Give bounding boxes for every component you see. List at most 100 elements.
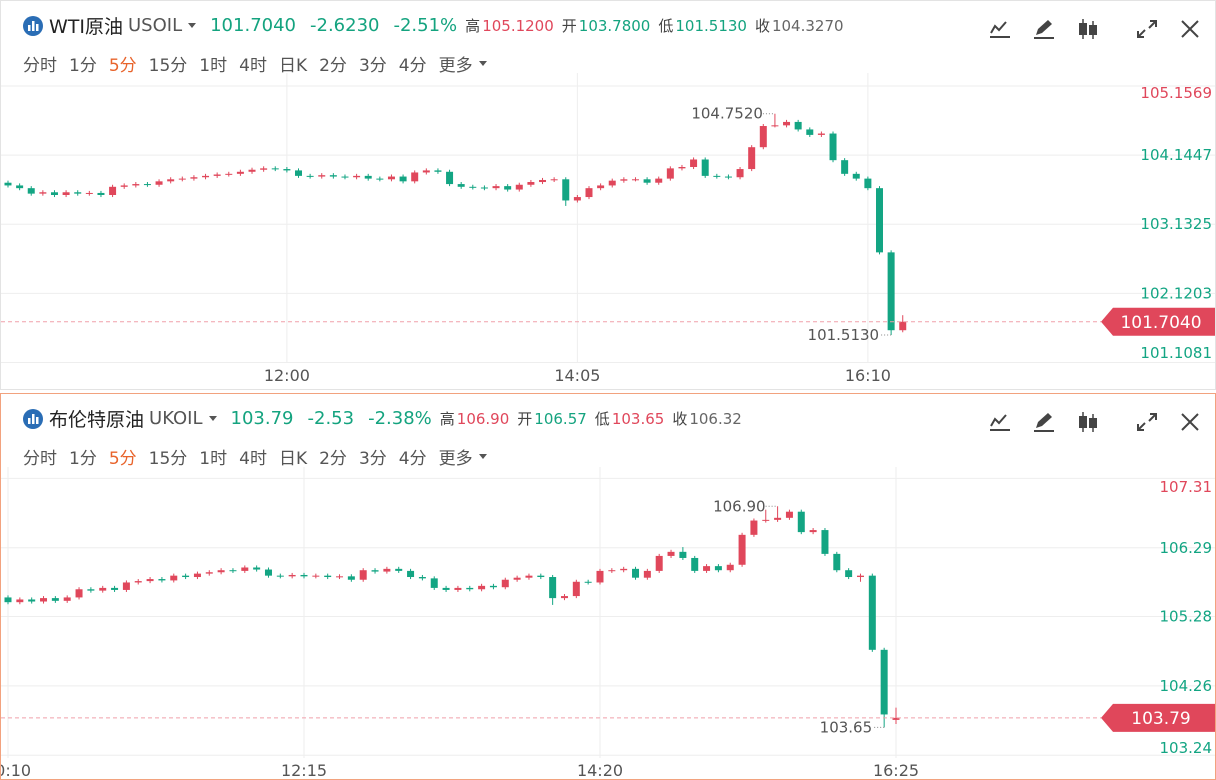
- candle-body: [690, 159, 698, 167]
- tool-button[interactable]: [1028, 14, 1060, 44]
- y-tick-label: 106.29: [1160, 539, 1213, 557]
- candle-body: [236, 171, 244, 174]
- candle-body: [271, 168, 279, 170]
- candle-body: [864, 178, 872, 189]
- candle-body: [109, 186, 117, 195]
- candle-body: [899, 321, 907, 331]
- tool-button[interactable]: [984, 407, 1016, 437]
- period-tab[interactable]: 3分: [358, 449, 387, 469]
- dropdown-caret[interactable]: [188, 23, 197, 28]
- candle-body: [347, 576, 355, 580]
- period-bar: 分时 1分 5分 15分 1时 4时 日K 2分 3分 4分 更多: [23, 51, 487, 76]
- dropdown-caret[interactable]: [478, 61, 487, 66]
- period-tab[interactable]: 日K: [278, 449, 308, 469]
- dropdown-caret[interactable]: [208, 416, 217, 421]
- period-tab[interactable]: 1时: [199, 56, 228, 76]
- period-tab[interactable]: 15分: [148, 56, 188, 76]
- period-tab[interactable]: 分时: [23, 449, 57, 469]
- period-tab[interactable]: 1分: [69, 449, 97, 469]
- candle-body: [74, 192, 82, 194]
- period-tab[interactable]: 4时: [239, 56, 267, 76]
- candle-body: [359, 570, 367, 580]
- period-tab[interactable]: 15分: [148, 449, 188, 469]
- candle-body: [146, 579, 154, 582]
- candle-body: [525, 575, 533, 578]
- period-tab[interactable]: 5分: [108, 449, 137, 469]
- stat-label: 开: [561, 17, 577, 35]
- stat-value: 106.32: [689, 409, 742, 428]
- period-tab[interactable]: 5分: [108, 56, 137, 76]
- candle-body: [75, 589, 83, 598]
- candle-body: [783, 121, 791, 126]
- stat-label: 低: [658, 17, 674, 35]
- last-price: 103.79: [230, 408, 294, 429]
- candle-body: [466, 587, 474, 590]
- symbol-code[interactable]: UKOIL: [149, 408, 203, 429]
- candle-body: [797, 511, 805, 533]
- candle-body: [28, 599, 36, 602]
- candle-body: [887, 252, 895, 331]
- candle-body: [155, 181, 163, 185]
- candle-body: [876, 188, 883, 253]
- candle-body: [785, 511, 793, 518]
- candle-body: [736, 169, 744, 178]
- period-bar: 分时 1分 5分 15分 1时 4时 日K 2分 3分 4分 更多: [23, 444, 487, 469]
- candle-body: [371, 570, 379, 572]
- low-annotation: 103.65: [820, 718, 873, 736]
- candle-body: [190, 177, 198, 179]
- candle-body: [480, 187, 488, 189]
- y-tick-label: 102.1203: [1140, 284, 1212, 302]
- period-tab[interactable]: 分时: [23, 56, 57, 76]
- stat-value: 106.90: [456, 409, 510, 428]
- period-tab[interactable]: 1时: [199, 449, 228, 469]
- tool-button[interactable]: [1174, 14, 1206, 44]
- period-tab[interactable]: 日K: [278, 56, 308, 76]
- tool-button[interactable]: [1131, 14, 1163, 44]
- candle-body: [288, 574, 296, 577]
- candle-body: [771, 125, 779, 127]
- candle-body: [27, 188, 35, 194]
- tool-button[interactable]: [984, 14, 1016, 44]
- period-tab[interactable]: 2分: [319, 449, 347, 469]
- y-tick-label: 104.26: [1160, 677, 1213, 695]
- candle-body: [643, 570, 651, 578]
- candle-body: [213, 174, 221, 176]
- candle-body: [560, 596, 568, 599]
- candle-body: [364, 175, 372, 179]
- candle-body: [422, 170, 430, 173]
- stat-label: 低: [594, 410, 610, 428]
- candle-body: [99, 587, 107, 591]
- tool-button[interactable]: [1072, 407, 1104, 437]
- price-tag-label: 103.79: [1131, 709, 1190, 729]
- period-tab[interactable]: 1分: [69, 56, 97, 76]
- candle-body: [300, 574, 308, 577]
- period-tab[interactable]: 4分: [398, 449, 427, 469]
- candle-body: [608, 180, 616, 186]
- period-tab[interactable]: 2分: [319, 56, 347, 76]
- symbol-code[interactable]: USOIL: [128, 15, 183, 36]
- period-tab[interactable]: 更多: [438, 449, 473, 469]
- candle-body: [655, 555, 663, 571]
- candle-body: [295, 170, 302, 176]
- candle-body: [111, 587, 119, 590]
- tool-button[interactable]: [1072, 14, 1104, 44]
- candle-body: [655, 178, 663, 183]
- stat-value: 103.7800: [578, 16, 651, 35]
- candle-body: [122, 582, 130, 590]
- tool-button[interactable]: [1131, 407, 1163, 437]
- candle-body: [880, 649, 888, 715]
- tool-button[interactable]: [1174, 407, 1206, 437]
- x-tick-label: 16:25: [873, 761, 919, 780]
- dropdown-caret[interactable]: [478, 454, 487, 459]
- candle-body: [631, 179, 639, 181]
- candle-body: [324, 575, 332, 578]
- candle-body: [489, 585, 497, 588]
- period-tab[interactable]: 4分: [398, 56, 427, 76]
- candle-body: [492, 186, 500, 189]
- last-price: 101.7040: [210, 15, 296, 36]
- period-tab[interactable]: 4时: [239, 449, 267, 469]
- candle-body: [667, 551, 675, 556]
- period-tab[interactable]: 3分: [358, 56, 387, 76]
- period-tab[interactable]: 更多: [438, 56, 473, 76]
- tool-button[interactable]: [1028, 407, 1060, 437]
